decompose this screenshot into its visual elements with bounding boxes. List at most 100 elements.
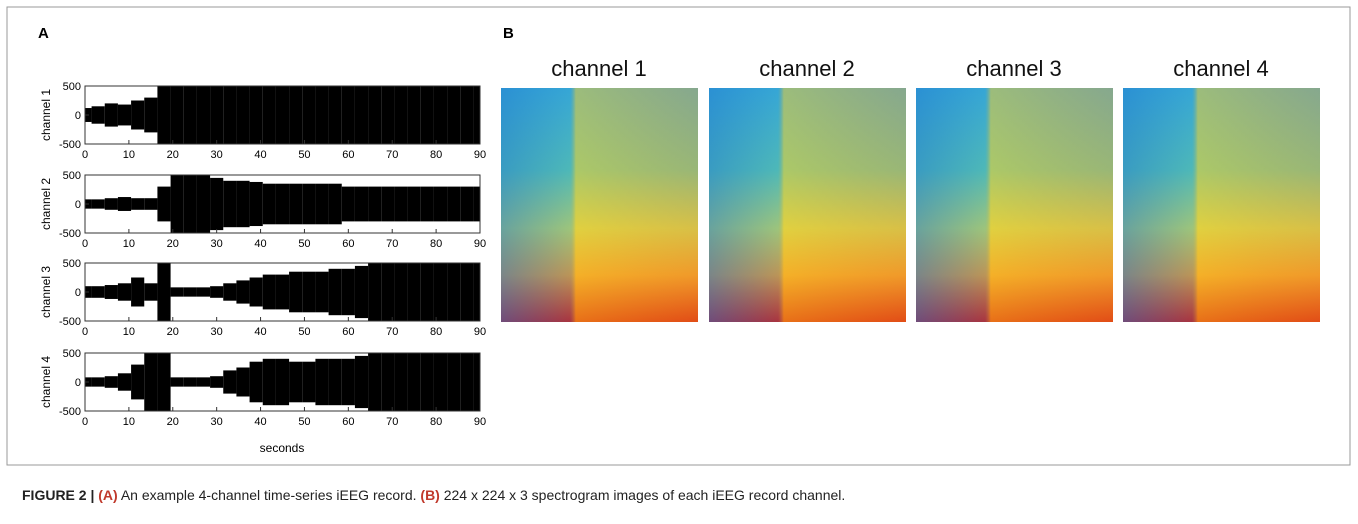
- spectrogram-shade: [501, 88, 698, 322]
- signal-envelope: [210, 376, 224, 388]
- signal-envelope: [341, 86, 355, 144]
- signal-envelope: [381, 86, 395, 144]
- signal-envelope: [117, 283, 132, 301]
- x-tick-label: 60: [342, 149, 354, 161]
- signal-envelope: [91, 199, 105, 209]
- signal-envelope: [196, 377, 211, 387]
- signal-envelope: [368, 86, 382, 144]
- signal-envelope: [144, 283, 158, 301]
- signal-envelope: [460, 86, 474, 144]
- y-tick-label: 0: [75, 287, 81, 299]
- signal-envelope: [183, 287, 197, 297]
- spectrogram-shade: [709, 88, 906, 322]
- signal-envelope: [104, 285, 118, 299]
- signal-envelope: [183, 377, 197, 387]
- signal-envelope: [223, 283, 237, 301]
- signal-envelope: [170, 175, 184, 233]
- signal-envelope: [447, 186, 461, 222]
- y-axis-label: channel 4: [39, 356, 53, 408]
- y-tick-label: -500: [59, 228, 81, 240]
- spectrogram-shade: [1123, 88, 1320, 322]
- x-tick-label: 50: [298, 326, 310, 338]
- signal-envelope: [196, 287, 211, 297]
- x-tick-label: 10: [123, 416, 135, 428]
- x-tick-label: 80: [430, 238, 442, 250]
- x-tick-label: 50: [298, 238, 310, 250]
- caption-figure: FIGURE 2 |: [22, 487, 95, 503]
- x-tick-label: 70: [386, 149, 398, 161]
- signal-envelope: [131, 277, 145, 307]
- signal-envelope: [144, 198, 158, 210]
- signal-envelope: [407, 353, 421, 411]
- caption-text: 224 x 224 x 3 spectrogram images of each…: [443, 487, 846, 503]
- x-tick-label: 20: [167, 238, 179, 250]
- signal-envelope: [407, 263, 421, 321]
- panel-label: B: [503, 25, 514, 42]
- signal-envelope: [315, 271, 329, 313]
- signal-envelope: [236, 367, 250, 397]
- signal-envelope: [420, 186, 434, 222]
- signal-envelope: [368, 263, 382, 321]
- signal-envelope: [104, 198, 118, 210]
- signal-envelope: [91, 106, 105, 124]
- signal-envelope: [157, 263, 171, 321]
- signal-envelope: [354, 186, 369, 222]
- signal-envelope: [210, 177, 224, 231]
- signal-envelope: [368, 186, 382, 222]
- signal-envelope: [131, 198, 145, 210]
- signal-envelope: [315, 183, 329, 225]
- caption-tag: (B): [420, 487, 440, 503]
- signal-envelope: [368, 353, 382, 411]
- signal-envelope: [302, 183, 316, 225]
- signal-envelope: [460, 186, 474, 222]
- x-tick-label: 40: [254, 416, 266, 428]
- x-tick-label: 90: [474, 149, 486, 161]
- signal-envelope: [394, 186, 408, 222]
- signal-envelope: [104, 376, 118, 388]
- signal-envelope: [236, 280, 250, 304]
- signal-envelope: [170, 287, 184, 297]
- x-tick-label: 90: [474, 416, 486, 428]
- y-axis-label: channel 2: [39, 178, 53, 230]
- caption-text: An example 4-channel time-series iEEG re…: [120, 487, 417, 503]
- signal-envelope: [262, 358, 276, 406]
- signal-envelope: [157, 353, 171, 411]
- x-tick-label: 10: [123, 326, 135, 338]
- signal-envelope: [473, 186, 480, 222]
- x-tick-label: 60: [342, 238, 354, 250]
- x-tick-label: 60: [342, 326, 354, 338]
- signal-envelope: [394, 263, 408, 321]
- image-title: channel 3: [966, 56, 1061, 81]
- signal-envelope: [249, 181, 263, 227]
- signal-envelope: [447, 263, 461, 321]
- signal-envelope: [262, 86, 276, 144]
- image-title: channel 1: [551, 56, 646, 81]
- x-tick-label: 20: [167, 326, 179, 338]
- signal-envelope: [249, 361, 263, 403]
- x-tick-label: 90: [474, 326, 486, 338]
- signal-envelope: [460, 353, 474, 411]
- signal-envelope: [249, 86, 263, 144]
- y-tick-label: 0: [75, 110, 81, 122]
- signal-envelope: [354, 265, 369, 319]
- signal-envelope: [302, 271, 316, 313]
- caption-tag: (A): [98, 487, 118, 503]
- signal-envelope: [381, 186, 395, 222]
- signal-envelope: [236, 180, 250, 228]
- signal-envelope: [433, 186, 448, 222]
- signal-envelope: [328, 86, 342, 144]
- y-tick-label: -500: [59, 316, 81, 328]
- signal-envelope: [302, 86, 316, 144]
- panel-label: A: [38, 25, 49, 42]
- signal-envelope: [447, 353, 461, 411]
- signal-envelope: [223, 180, 237, 228]
- signal-envelope: [275, 183, 290, 225]
- signal-envelope: [223, 370, 237, 394]
- signal-envelope: [289, 183, 303, 225]
- signal-envelope: [473, 263, 480, 321]
- signal-envelope: [328, 183, 342, 225]
- x-tick-label: 10: [123, 149, 135, 161]
- signal-envelope: [210, 86, 224, 144]
